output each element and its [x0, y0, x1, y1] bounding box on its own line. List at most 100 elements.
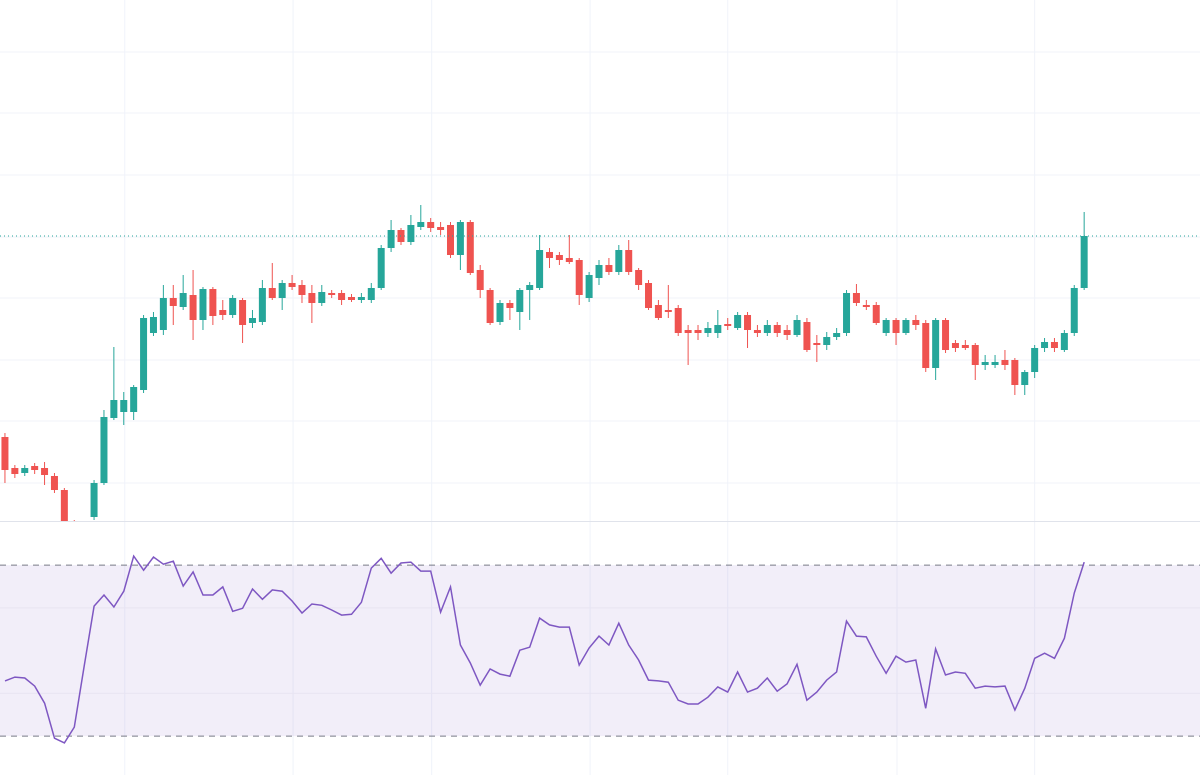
candle-body	[1070, 288, 1078, 333]
rsi-band	[0, 565, 1200, 737]
candle-body	[823, 337, 831, 345]
candle-body	[575, 260, 583, 295]
candle-body	[456, 222, 464, 255]
candle-body	[645, 283, 653, 308]
candle-body	[11, 468, 19, 474]
rsi-line	[4, 554, 1085, 744]
candle-body	[684, 330, 692, 333]
candle-body	[882, 320, 890, 333]
candle-body	[387, 230, 395, 248]
candle-body	[486, 290, 494, 323]
candle-body	[120, 400, 128, 412]
candle-body	[595, 265, 603, 278]
candle-body	[1080, 236, 1088, 288]
candle-body	[585, 275, 593, 298]
candle-body	[813, 343, 821, 345]
candle-body	[407, 225, 415, 242]
candle-body	[526, 285, 534, 290]
candle-body	[1060, 333, 1068, 350]
candle-body	[179, 293, 187, 307]
candle-body	[159, 298, 167, 330]
candle-body	[981, 362, 989, 365]
candle-body	[496, 303, 504, 322]
candle-body	[664, 310, 672, 312]
candle-body	[1021, 372, 1029, 385]
candle-body	[318, 292, 326, 303]
candle-body	[377, 248, 385, 288]
candle-body	[357, 297, 365, 300]
candle-body	[90, 483, 98, 517]
candle-body	[833, 333, 841, 337]
candle-body	[219, 310, 227, 315]
candle-body	[922, 323, 930, 368]
candle-body	[734, 315, 742, 328]
candle-body	[71, 525, 78, 545]
candle-body	[110, 400, 118, 418]
candle-body	[565, 258, 573, 262]
candle-body	[298, 285, 306, 295]
candle-body	[902, 320, 910, 333]
candle-body	[872, 305, 880, 323]
candle-body	[446, 225, 454, 255]
candle-body	[466, 222, 474, 273]
candle-body	[417, 222, 425, 227]
candle-body	[130, 387, 138, 412]
candle-body	[546, 252, 554, 258]
candle-body	[1041, 342, 1049, 348]
candle-body	[1011, 360, 1019, 385]
candle-body	[694, 330, 702, 333]
candle-body	[843, 293, 851, 333]
candle-body	[278, 283, 286, 298]
candle-body	[942, 320, 950, 350]
candle-body	[189, 295, 197, 320]
candle-body	[951, 343, 959, 348]
candle-body	[773, 325, 781, 333]
candle-body	[199, 289, 207, 320]
candle-body	[635, 270, 643, 285]
candle-body	[516, 290, 524, 312]
candle-body	[258, 288, 266, 322]
candle-body	[140, 318, 148, 390]
candle-body	[328, 293, 336, 295]
candle-body	[536, 250, 544, 288]
price-pane	[0, 205, 1200, 545]
candle-body	[437, 227, 445, 230]
candle-body	[763, 325, 771, 333]
candle-body	[1001, 360, 1009, 365]
candle-body	[852, 293, 860, 303]
candle-body	[41, 468, 49, 475]
candle-body	[100, 417, 108, 483]
candle-body	[654, 305, 662, 318]
candle-body	[308, 293, 316, 303]
candle-body	[50, 476, 58, 490]
candle-body	[427, 222, 435, 228]
candle-body	[476, 270, 484, 290]
candle-body	[268, 288, 276, 298]
candle-body	[753, 330, 761, 333]
candle-body	[60, 490, 68, 521]
rsi-pane	[0, 554, 1200, 744]
candle-body	[714, 325, 722, 333]
candle-body	[724, 324, 732, 326]
candle-body	[209, 289, 217, 316]
candle-body	[338, 293, 346, 300]
candle-body	[21, 468, 29, 473]
candle-body	[367, 288, 375, 300]
candle-body	[555, 255, 563, 260]
candle-body	[674, 308, 682, 333]
candle-body	[704, 328, 712, 333]
candle-body	[288, 283, 296, 287]
candle-body	[744, 315, 752, 330]
candle-body	[506, 303, 514, 308]
candle-body	[239, 300, 247, 325]
candle-body	[615, 250, 623, 272]
candle-body	[862, 305, 870, 307]
candle-body	[783, 330, 791, 335]
candle-body	[248, 318, 256, 323]
candle-body	[347, 297, 355, 300]
candle-body	[991, 362, 999, 365]
candle-body	[971, 345, 979, 365]
candle-body	[149, 317, 157, 333]
